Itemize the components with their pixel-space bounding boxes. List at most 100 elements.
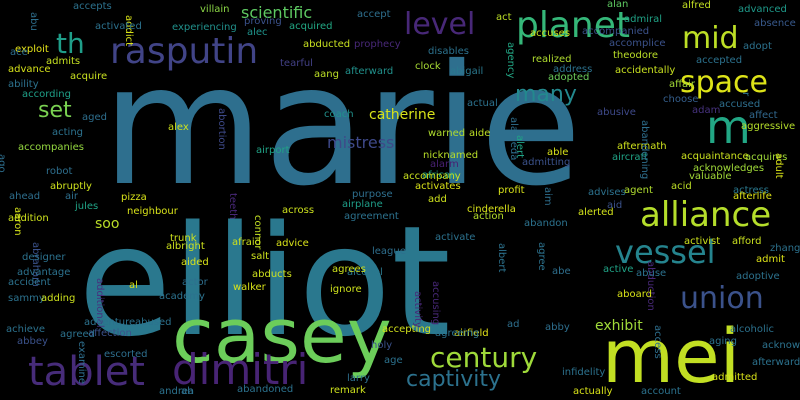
word: agent bbox=[624, 185, 653, 196]
word: adopted bbox=[548, 72, 590, 83]
word: acquires bbox=[745, 152, 788, 163]
word: villain bbox=[200, 4, 230, 15]
word: accepted bbox=[696, 55, 743, 66]
word: mid bbox=[682, 21, 739, 56]
word: abruptly bbox=[50, 181, 92, 192]
word: level bbox=[404, 7, 476, 42]
word: afford bbox=[732, 236, 762, 247]
word: actual bbox=[467, 98, 498, 109]
word: account bbox=[641, 386, 681, 397]
word: add bbox=[428, 194, 447, 205]
word: pizza bbox=[121, 192, 147, 203]
word: adam bbox=[692, 105, 721, 116]
word: neighbour bbox=[127, 206, 178, 217]
word: accompany bbox=[403, 171, 461, 182]
word: dimitri bbox=[172, 345, 309, 394]
word: infidelity bbox=[562, 367, 606, 378]
word: admitting bbox=[522, 157, 571, 168]
word: action bbox=[473, 211, 504, 222]
word: alarm bbox=[430, 159, 459, 170]
word: agrees bbox=[332, 264, 366, 275]
word: aide bbox=[469, 128, 491, 139]
word: proving bbox=[244, 16, 282, 27]
word: advice bbox=[276, 238, 309, 249]
word: set bbox=[38, 98, 72, 123]
word: activist bbox=[684, 236, 721, 247]
word: alfred bbox=[682, 0, 711, 11]
word: ad bbox=[507, 319, 520, 330]
word: airplane bbox=[342, 199, 383, 210]
word: abandoned bbox=[237, 384, 294, 395]
word: sammy bbox=[8, 293, 45, 304]
word: alliance bbox=[640, 195, 772, 235]
word: afterwards bbox=[752, 357, 800, 368]
word: accepts bbox=[73, 1, 112, 12]
word: union bbox=[680, 281, 764, 316]
word: aggressive bbox=[741, 121, 796, 132]
word: age bbox=[384, 355, 403, 366]
word: able bbox=[547, 147, 569, 158]
word: mistress bbox=[327, 133, 395, 152]
word: accused bbox=[719, 99, 761, 110]
word: agreed bbox=[60, 329, 96, 340]
word: actually bbox=[573, 386, 613, 397]
word: catherine bbox=[369, 107, 436, 123]
word: clock bbox=[415, 61, 441, 72]
word: alec bbox=[247, 27, 268, 38]
word: rasputin bbox=[110, 31, 259, 72]
word: prophecy bbox=[354, 39, 401, 50]
word: agreement bbox=[344, 211, 399, 222]
word: captivity bbox=[406, 367, 502, 392]
word: teeth bbox=[227, 193, 238, 220]
word: jules bbox=[75, 201, 99, 212]
word: experiencing bbox=[172, 22, 237, 33]
word: century bbox=[430, 341, 538, 374]
word: warned bbox=[428, 128, 466, 139]
word: activates bbox=[415, 181, 461, 192]
word: abe bbox=[552, 266, 571, 277]
word: ace bbox=[10, 47, 28, 58]
word: advance bbox=[8, 64, 51, 75]
word: affect bbox=[749, 110, 778, 121]
word: airfield bbox=[454, 328, 489, 339]
word: tearful bbox=[280, 58, 313, 69]
word: accompanied bbox=[582, 26, 650, 37]
word: adding bbox=[41, 293, 76, 304]
word: accuses bbox=[530, 28, 571, 39]
word: alcoholic bbox=[730, 324, 775, 335]
word: actor bbox=[182, 277, 208, 288]
word: profit bbox=[498, 185, 525, 196]
word: accusing bbox=[430, 281, 441, 326]
word: accompanies bbox=[18, 142, 84, 153]
word: activated bbox=[95, 21, 142, 32]
word: alcohol bbox=[347, 267, 383, 278]
word: access bbox=[652, 325, 663, 359]
word: acquire bbox=[70, 71, 108, 82]
word: ago bbox=[0, 154, 7, 173]
word: acid bbox=[671, 181, 692, 192]
word: accidentally bbox=[615, 65, 676, 76]
word: aircraft bbox=[612, 152, 648, 163]
word: space bbox=[680, 65, 769, 100]
word: according bbox=[22, 89, 71, 100]
word: r bbox=[740, 92, 751, 97]
word: aging bbox=[709, 336, 737, 347]
word: albert bbox=[496, 243, 507, 273]
word: aged bbox=[82, 112, 107, 123]
word: league bbox=[372, 246, 406, 257]
word: acting bbox=[52, 127, 84, 138]
word: admitted bbox=[712, 372, 758, 383]
word: purpose bbox=[352, 189, 393, 200]
word: alerted bbox=[578, 207, 614, 218]
word: accident bbox=[8, 277, 51, 288]
word: ahead bbox=[9, 191, 41, 202]
word: abby bbox=[545, 322, 570, 333]
word: adult bbox=[773, 153, 784, 179]
word: accepting bbox=[382, 324, 432, 335]
word: albright bbox=[166, 241, 205, 252]
word: act bbox=[496, 12, 512, 23]
word: realized bbox=[532, 54, 572, 65]
word: aid bbox=[607, 200, 623, 211]
word: addition bbox=[8, 213, 49, 224]
